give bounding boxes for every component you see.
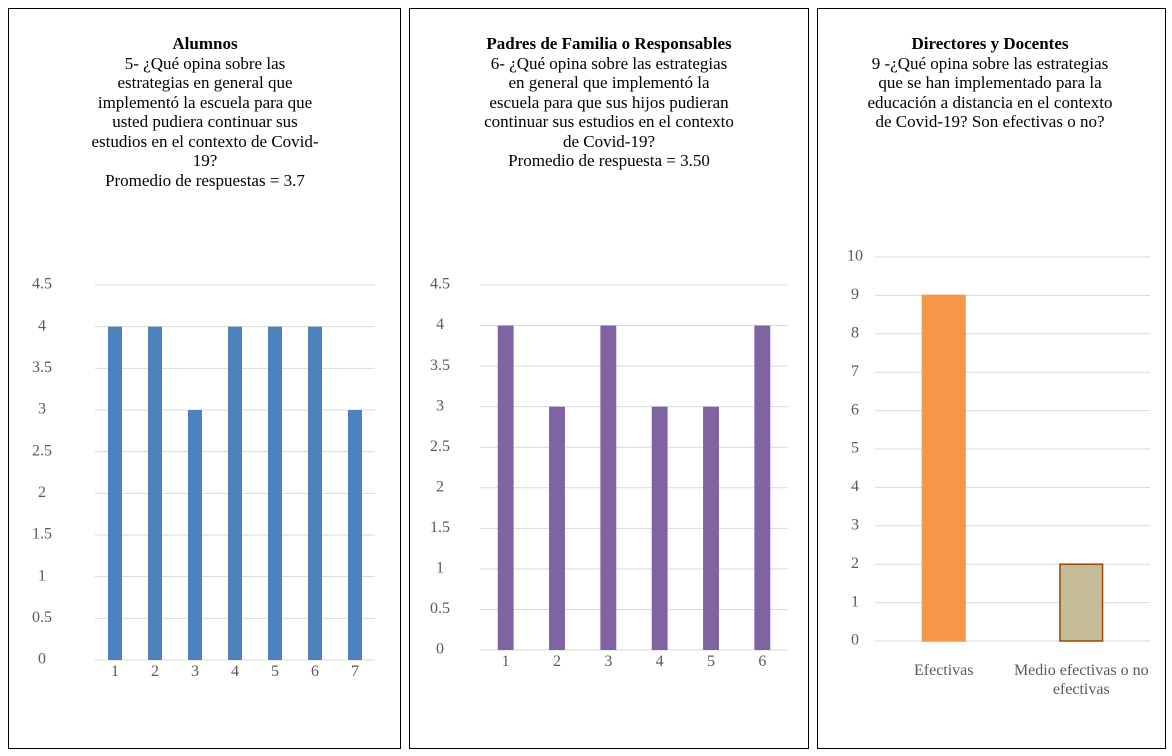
bar [549, 406, 565, 650]
y-tick-label: 5 [851, 440, 859, 457]
y-tick-label: 4.5 [32, 276, 52, 293]
y-tick-label: 3 [38, 401, 46, 418]
bar [188, 410, 202, 660]
y-tick-label: 8 [851, 324, 859, 341]
bar [268, 326, 282, 660]
table-cell [817, 8, 1166, 749]
y-tick-label: 2 [851, 555, 859, 572]
chart-annotation: Promedio de respuestas = 3.7 [105, 170, 305, 190]
y-tick-label: 0.5 [430, 600, 450, 617]
y-tick-label: 1 [851, 593, 859, 610]
x-tick-label: 5 [271, 663, 279, 680]
x-tick-label: 7 [351, 663, 359, 680]
x-tick-label: 6 [311, 663, 319, 680]
chart-title: Alumnos [172, 34, 238, 53]
y-tick-label: 1.5 [32, 526, 52, 543]
bar [754, 325, 771, 650]
x-tick-label: 3 [604, 653, 613, 670]
y-tick-label: 4 [436, 316, 444, 333]
x-tick-label: 4 [655, 653, 664, 670]
y-tick-label: 1.5 [430, 519, 450, 536]
y-tick-label: 2.5 [430, 438, 450, 455]
x-tick-label: Efectivas [913, 662, 974, 679]
chart-header: Padres de Familia o Responsables 6- ¿Qué … [483, 34, 735, 171]
y-tick-label: 0 [851, 632, 859, 649]
bar [497, 325, 514, 650]
x-tick-label: Medio efectivas o no efectivas [1013, 662, 1149, 698]
y-tick-label: 1 [38, 567, 46, 584]
x-tick-label: 6 [758, 653, 767, 670]
y-tick-label: 3.5 [32, 359, 52, 376]
y-tick-label: 0.5 [32, 609, 52, 626]
bar [703, 406, 719, 650]
chart-title: Padres de Familia o Responsables [486, 34, 732, 53]
bar [348, 410, 362, 660]
y-tick-label: 0 [38, 651, 46, 668]
x-tick-label: 5 [706, 653, 715, 670]
x-tick-label: 2 [151, 663, 159, 680]
bar [600, 325, 617, 650]
chart-title: Directores y Docentes [911, 34, 1069, 53]
y-tick-label: 9 [851, 286, 859, 303]
chart-annotation: Promedio de respuesta = 3.50 [508, 151, 710, 170]
y-tick-label: 1 [436, 560, 444, 577]
bar [108, 326, 122, 660]
x-tick-label: 1 [501, 653, 510, 670]
y-tick-label: 3.5 [430, 357, 450, 374]
bar [148, 326, 162, 660]
y-tick-label: 0 [436, 641, 444, 658]
y-tick-label: 4 [851, 478, 859, 495]
chart-header: Alumnos 5- ¿Qué opina sobre las estrategi… [89, 34, 321, 190]
y-tick-label: 7 [851, 363, 859, 380]
bar [651, 406, 668, 650]
y-tick-label: 4 [38, 317, 46, 334]
table-cell [409, 8, 809, 749]
bar [308, 326, 322, 660]
chart-header: Directores y Docentes 9 -¿Qué opina sobre… [859, 34, 1121, 132]
chart-subtitle: 6- ¿Qué opina sobre las estrategias en g… [484, 53, 734, 151]
bar [921, 294, 966, 642]
y-tick-label: 6 [851, 401, 859, 418]
x-tick-label: 2 [552, 653, 561, 670]
x-tick-label: 3 [191, 663, 199, 680]
chart-subtitle: 5- ¿Qué opina sobre las estrategias en g… [91, 53, 319, 171]
bar [1059, 563, 1104, 642]
chart-subtitle: 9 -¿Qué opina sobre las estrategias que … [867, 53, 1113, 132]
y-tick-label: 3 [851, 516, 859, 533]
y-tick-label: 2.5 [32, 442, 52, 459]
bar [228, 326, 242, 660]
y-tick-label: 10 [847, 248, 863, 265]
y-tick-label: 2 [38, 484, 46, 501]
y-tick-label: 2 [436, 478, 444, 495]
x-tick-label: 4 [231, 663, 239, 680]
y-tick-label: 3 [436, 397, 444, 414]
table-cell [8, 8, 401, 749]
x-tick-label: 1 [111, 663, 119, 680]
y-tick-label: 4.5 [430, 276, 450, 293]
